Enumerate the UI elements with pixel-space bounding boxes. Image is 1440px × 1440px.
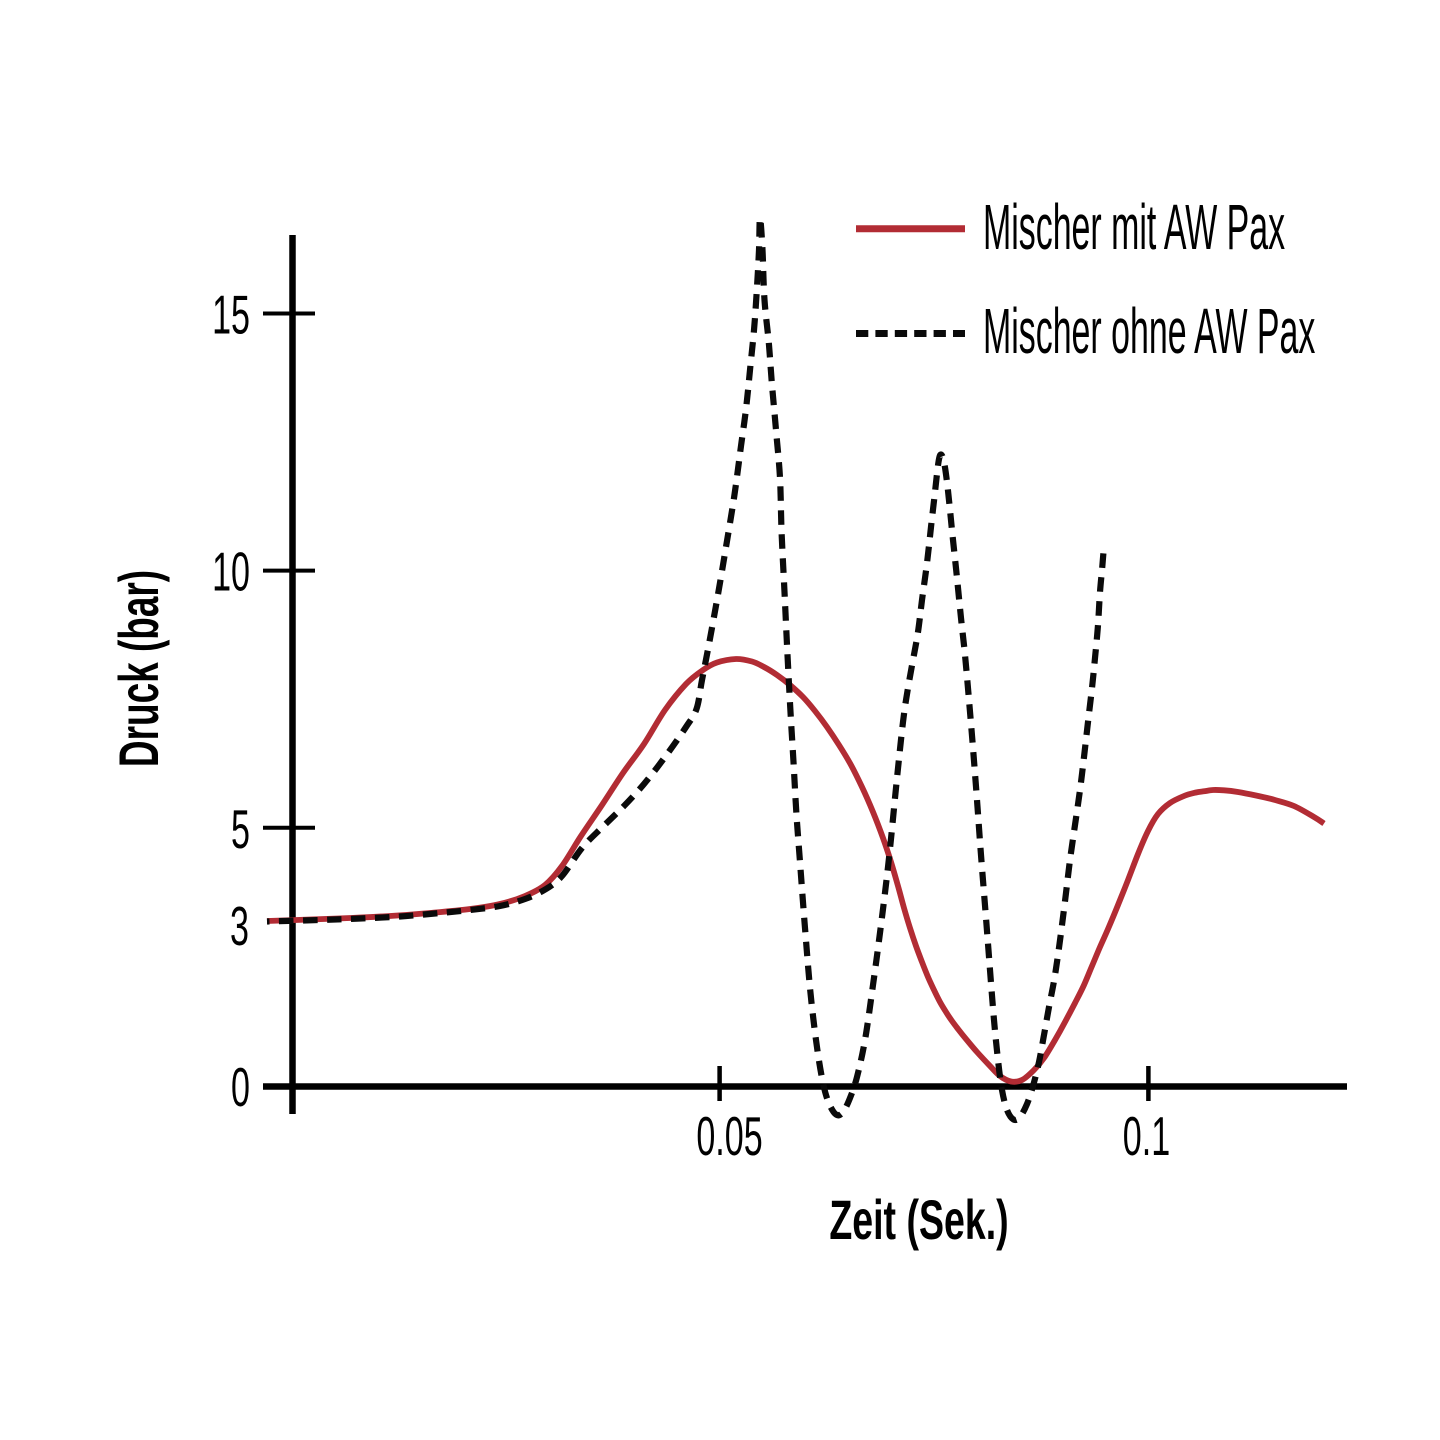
svg-text:Mischer ohne AW Pax: Mischer ohne AW Pax [983,296,1316,367]
svg-text:Zeit (Sek.): Zeit (Sek.) [829,1190,1008,1252]
svg-text:0: 0 [231,1057,250,1118]
svg-text:0.1: 0.1 [1123,1106,1170,1167]
svg-text:5: 5 [231,799,250,860]
svg-text:3: 3 [230,896,249,957]
svg-text:10: 10 [212,541,250,602]
svg-text:Druck (bar): Druck (bar) [108,570,171,767]
svg-text:0.05: 0.05 [696,1106,762,1167]
svg-text:Mischer mit AW Pax: Mischer mit AW Pax [983,192,1285,263]
svg-text:15: 15 [212,284,250,345]
